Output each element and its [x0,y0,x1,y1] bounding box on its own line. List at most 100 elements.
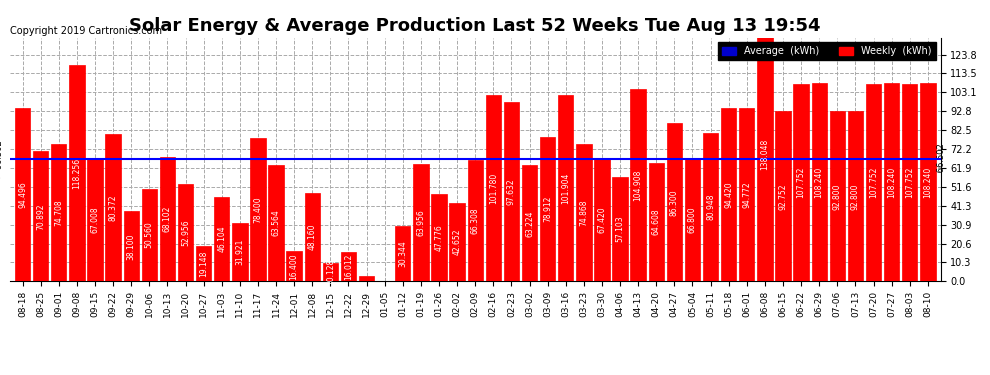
Bar [341,252,356,281]
Title: Solar Energy & Average Production Last 52 Weeks Tue Aug 13 19:54: Solar Energy & Average Production Last 5… [130,16,821,34]
Bar [866,84,881,281]
Text: 94.772: 94.772 [742,181,751,208]
Bar [432,194,446,281]
Bar [413,164,429,281]
Bar [830,111,845,281]
Text: 107.752: 107.752 [869,167,878,198]
Bar [196,246,211,281]
Text: 138.048: 138.048 [760,139,769,171]
Text: 92.752: 92.752 [778,183,787,210]
Bar [812,83,827,281]
Text: 101.904: 101.904 [561,172,570,204]
Bar [250,138,265,281]
Bar [631,89,645,281]
Bar [178,184,193,281]
Text: 108.240: 108.240 [815,166,824,198]
Bar [15,108,31,281]
Bar [902,84,918,281]
Text: 63.224: 63.224 [525,210,534,237]
Text: 52.956: 52.956 [181,219,190,246]
Text: 68.102: 68.102 [163,206,172,232]
Text: 57.103: 57.103 [616,216,625,242]
Bar [105,134,121,281]
Text: 101.780: 101.780 [489,172,498,204]
Bar [775,111,791,281]
Bar [793,84,809,281]
Text: 94.496: 94.496 [18,182,27,208]
Bar [666,123,682,281]
Text: 74.708: 74.708 [54,200,63,226]
Text: 74.868: 74.868 [579,200,588,226]
Text: 92.800: 92.800 [851,183,860,210]
Text: 108.240: 108.240 [887,166,896,198]
Text: 16.400: 16.400 [290,253,299,279]
Text: 107.752: 107.752 [905,167,914,198]
Text: 104.908: 104.908 [634,170,643,201]
Text: ← 66.502: ← 66.502 [0,140,4,179]
Text: 80.372: 80.372 [109,194,118,221]
Text: 10.128: 10.128 [326,259,335,285]
Legend: Average  (kWh), Weekly  (kWh): Average (kWh), Weekly (kWh) [718,42,936,60]
Bar [703,133,719,281]
Text: 70.892: 70.892 [37,203,46,229]
Text: 67.420: 67.420 [597,206,607,233]
Bar [613,177,628,281]
Text: 78.912: 78.912 [544,196,552,222]
Text: 42.652: 42.652 [452,229,461,255]
Text: 30.344: 30.344 [398,240,407,267]
Bar [395,226,411,281]
Bar [323,263,338,281]
Bar [467,160,483,281]
Text: 94.420: 94.420 [724,182,734,208]
Bar [142,189,157,281]
Text: 67.008: 67.008 [90,207,99,233]
Bar [920,83,936,281]
Text: 50.560: 50.560 [145,222,153,248]
Bar [594,158,610,281]
Text: 46.104: 46.104 [217,226,227,252]
Text: 118.256: 118.256 [72,158,81,189]
Text: 66.502: 66.502 [937,144,945,176]
Text: 97.632: 97.632 [507,178,516,205]
Text: 31.921: 31.921 [236,239,245,265]
Text: 108.240: 108.240 [924,166,933,198]
Bar [286,251,302,281]
Bar [268,165,284,281]
Text: 63.564: 63.564 [271,210,280,236]
Text: Copyright 2019 Cartronics.com: Copyright 2019 Cartronics.com [10,26,162,36]
Bar [648,163,664,281]
Bar [87,159,103,281]
Bar [33,152,49,281]
Text: 80.948: 80.948 [706,194,715,220]
Bar [685,159,700,281]
Bar [124,211,139,281]
Bar [558,94,573,281]
Text: 86.300: 86.300 [670,189,679,216]
Bar [449,203,464,281]
Bar [232,223,248,281]
Bar [214,197,230,281]
Bar [358,276,374,281]
Text: 107.752: 107.752 [797,167,806,198]
Text: 48.160: 48.160 [308,224,317,251]
Text: 66.308: 66.308 [470,207,480,234]
Text: 47.776: 47.776 [435,224,444,251]
Bar [486,95,501,281]
Bar [51,144,66,281]
Bar [522,165,538,281]
Text: 64.608: 64.608 [651,209,660,236]
Bar [159,156,175,281]
Bar [540,137,555,281]
Bar [576,144,591,281]
Text: 16.012: 16.012 [344,254,353,280]
Bar [69,64,84,281]
Bar [757,28,772,281]
Bar [721,108,737,281]
Text: 19.148: 19.148 [199,251,208,277]
Bar [305,193,320,281]
Bar [504,102,519,281]
Text: 78.400: 78.400 [253,196,262,223]
Text: 38.100: 38.100 [127,233,136,260]
Text: 66.800: 66.800 [688,207,697,233]
Bar [847,111,863,281]
